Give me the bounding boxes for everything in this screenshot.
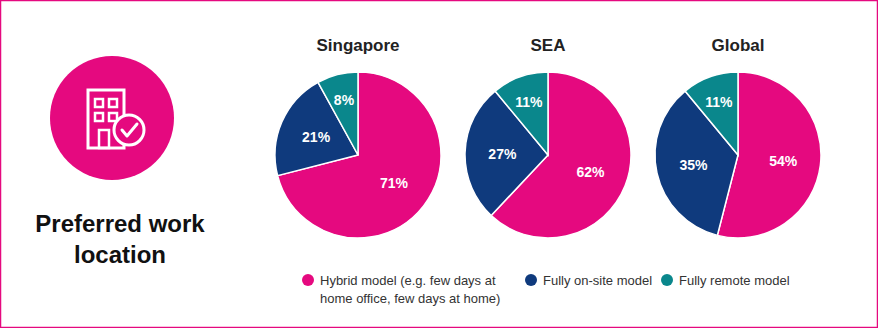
pie (465, 72, 631, 238)
pie-slice (495, 72, 548, 155)
chart-canvas: Preferred work location Singapore 71% 21% 8% S… (0, 0, 878, 328)
icon-check-circle (114, 115, 144, 145)
data-label: 35% (679, 157, 708, 173)
text-line: Fully remote model (679, 273, 790, 288)
text-line: location (74, 241, 166, 268)
data-label: 62% (576, 164, 605, 180)
pie (655, 72, 821, 238)
icon (50, 56, 174, 180)
legend-label: Fully remote model (679, 273, 790, 288)
icon-window (109, 99, 117, 107)
pie-slice (465, 91, 548, 215)
text-line: Hybrid model (e.g. few days at (320, 273, 496, 288)
data-label: 21% (302, 129, 331, 145)
data-label: 71% (380, 175, 409, 191)
pie-title: Singapore (316, 36, 399, 55)
legend-swatch (661, 274, 673, 286)
legend-label: Fully on-site model (543, 273, 652, 288)
icon-circle (50, 56, 174, 180)
pie-title: Global (712, 36, 765, 55)
icon-door (99, 130, 109, 148)
legend: Hybrid model (e.g. few days at home offic… (302, 273, 790, 306)
text-line: home office, few days at home) (320, 291, 500, 306)
icon-window (95, 99, 103, 107)
legend-swatch (302, 274, 314, 286)
legend-label: Hybrid model (e.g. few days at home offic… (320, 273, 500, 306)
frame (1, 1, 878, 328)
icon-window (109, 113, 117, 121)
data-label: 11% (515, 94, 543, 110)
data-label: 27% (488, 146, 517, 162)
data-label: 8% (334, 92, 355, 108)
data-label: 54% (769, 153, 798, 169)
text-line: Preferred work (35, 210, 205, 237)
legend-swatch (525, 274, 537, 286)
icon-window (95, 113, 103, 121)
heading: Preferred work location (35, 210, 205, 268)
icon-check (122, 124, 137, 136)
text-line: Fully on-site model (543, 273, 652, 288)
data-label: 11% (705, 94, 733, 110)
pie-slice (685, 72, 738, 155)
pie (275, 72, 441, 238)
pie-title: SEA (531, 36, 566, 55)
